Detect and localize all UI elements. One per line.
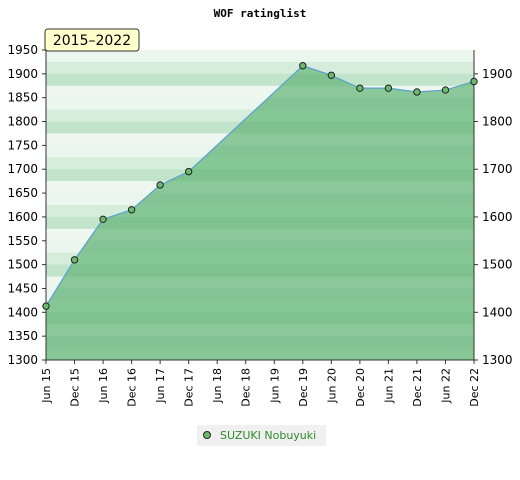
y-tick-label: 1700: [482, 162, 513, 176]
x-tick-label: Jun 15: [40, 368, 53, 404]
area-stripe: [46, 121, 474, 134]
y-axis-left: 1300 1350 1400 1450 1500 1550 1600 1650 1700 1750…: [7, 43, 46, 367]
y-tick-label: 1850: [7, 91, 38, 105]
band: [46, 50, 474, 63]
area-stripe: [46, 216, 474, 229]
x-tick-label: Dec 20: [354, 368, 367, 407]
area-stripe: [46, 312, 474, 325]
x-tick-label: Jun 18: [211, 368, 224, 404]
area-stripe: [46, 336, 474, 349]
y-tick-label: 1750: [7, 138, 38, 152]
x-tick-label: Jun 20: [325, 368, 338, 404]
area-fill: [46, 65, 474, 360]
area-stripe: [46, 169, 474, 182]
x-tick-label: Jun 21: [382, 368, 395, 404]
x-tick-label: Dec 17: [183, 368, 196, 407]
data-point: [42, 302, 50, 310]
band: [46, 61, 474, 75]
data-point: [156, 181, 164, 189]
y-tick-label: 1600: [482, 210, 513, 224]
band: [46, 73, 474, 87]
data-point: [413, 88, 421, 96]
x-tick-label: Dec 19: [297, 368, 310, 407]
y-tick-label: 1700: [7, 162, 38, 176]
legend: SUZUKI Nobuyuki: [197, 425, 326, 446]
area-stripe: [46, 145, 474, 158]
area-stripe: [46, 264, 474, 277]
y-tick-label: 1400: [482, 305, 513, 319]
y-tick-label: 1350: [7, 329, 38, 343]
data-points: [42, 62, 478, 310]
data-point: [184, 167, 193, 176]
data-point: [356, 84, 364, 92]
x-tick-label: Dec 18: [240, 368, 253, 407]
data-point: [441, 86, 450, 94]
data-point: [299, 62, 307, 70]
data-point: [470, 77, 478, 86]
y-tick-label: 1300: [482, 353, 513, 367]
data-point: [384, 84, 393, 92]
y-tick-label: 1550: [7, 234, 38, 248]
y-tick-label: 1400: [7, 305, 38, 319]
x-tick-label: Dec 15: [69, 368, 82, 407]
x-tick-label: Jun 16: [97, 368, 110, 404]
area-stripe: [46, 193, 474, 205]
y-tick-label: 1800: [7, 115, 38, 129]
x-tick-label: Dec 22: [468, 368, 481, 407]
x-tick-label: Dec 21: [411, 368, 424, 407]
legend-label: SUZUKI Nobuyuki: [220, 429, 316, 442]
y-tick-label: 1900: [7, 67, 38, 81]
y-tick-label: 1600: [7, 210, 38, 224]
area-stripe: [46, 288, 474, 301]
period-badge: 2015–2022: [44, 28, 140, 52]
y-tick-label: 1650: [7, 186, 38, 200]
period-label: 2015–2022: [53, 33, 131, 49]
x-axis: Jun 15 Dec 15 Jun 16 Dec 16 Jun 17 Dec 17 Jun …: [40, 360, 481, 407]
y-tick-label: 1900: [482, 67, 513, 81]
data-point: [127, 206, 136, 214]
x-tick-label: Jun 22: [439, 368, 452, 404]
y-axis-right: 1300 1400 1500 1600 1700 1800 1900: [474, 67, 513, 367]
y-tick-label: 1450: [7, 281, 38, 295]
legend-marker: [203, 431, 211, 439]
y-tick-label: 1950: [7, 43, 38, 57]
y-tick-label: 1500: [482, 258, 513, 272]
x-tick-label: Dec 16: [126, 368, 139, 407]
y-tick-label: 1500: [7, 258, 38, 272]
x-tick-label: Jun 19: [268, 368, 281, 404]
data-point: [70, 256, 79, 264]
y-tick-label: 1800: [482, 115, 513, 129]
chart-title: WOF ratinglist: [214, 7, 307, 20]
data-point: [327, 71, 336, 79]
x-tick-label: Jun 17: [154, 368, 167, 404]
data-point: [99, 215, 107, 224]
area-stripe: [46, 240, 474, 253]
y-tick-label: 1300: [7, 353, 38, 367]
